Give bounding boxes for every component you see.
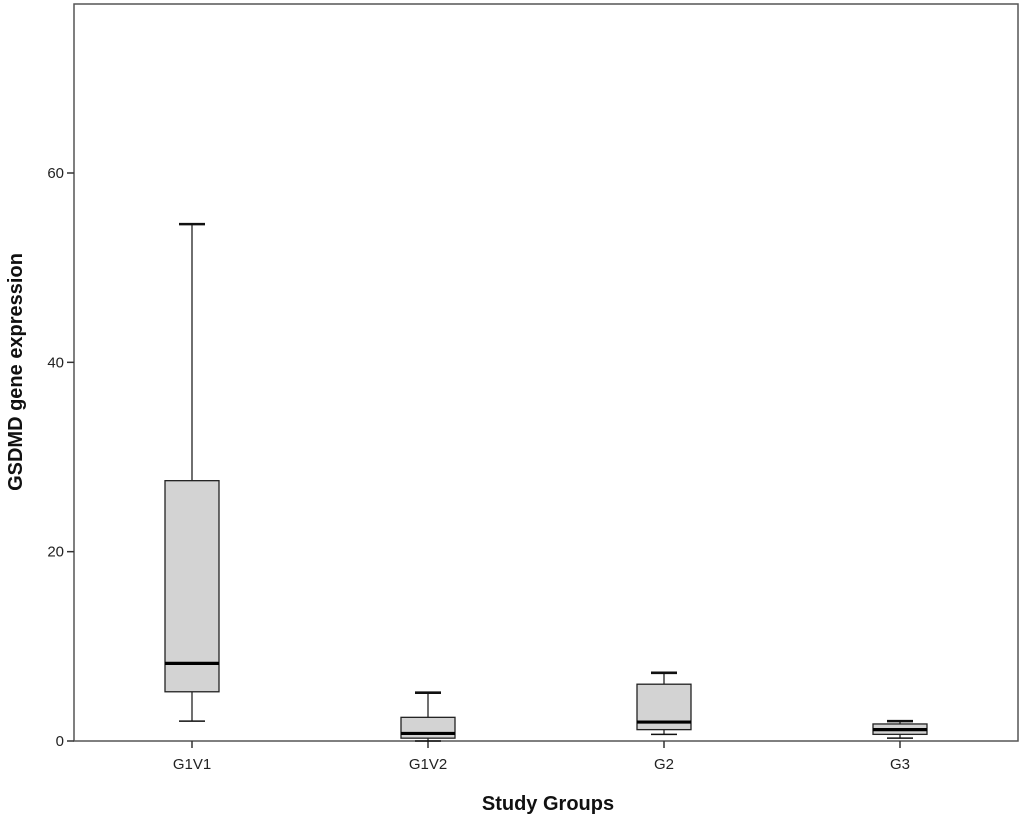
x-tick-label-G1V2: G1V2 <box>409 756 447 773</box>
y-axis-title: GSDMD gene expression <box>5 253 27 491</box>
x-axis: G1V1 G1V2 G2 G3 <box>173 741 910 773</box>
iqr-box <box>400 716 456 739</box>
x-tick-label-G1V1: G1V1 <box>173 756 211 773</box>
y-tick-label-60: 60 <box>47 165 64 182</box>
box-G1V2 <box>400 691 456 742</box>
box-G1V1 <box>164 222 220 722</box>
y-tick-label-20: 20 <box>47 544 64 561</box>
y-tick-label-0: 0 <box>56 733 64 750</box>
boxes <box>164 222 928 742</box>
box-G3 <box>872 719 928 739</box>
x-axis-title: Study Groups <box>482 793 614 815</box>
y-tick-label-40: 40 <box>47 354 64 371</box>
y-axis: 0 20 40 60 <box>47 165 74 750</box>
x-tick-label-G3: G3 <box>890 756 910 773</box>
x-tick-label-G2: G2 <box>654 756 674 773</box>
box-G2 <box>636 671 692 736</box>
iqr-box <box>164 480 220 693</box>
plot-area <box>73 3 1019 742</box>
